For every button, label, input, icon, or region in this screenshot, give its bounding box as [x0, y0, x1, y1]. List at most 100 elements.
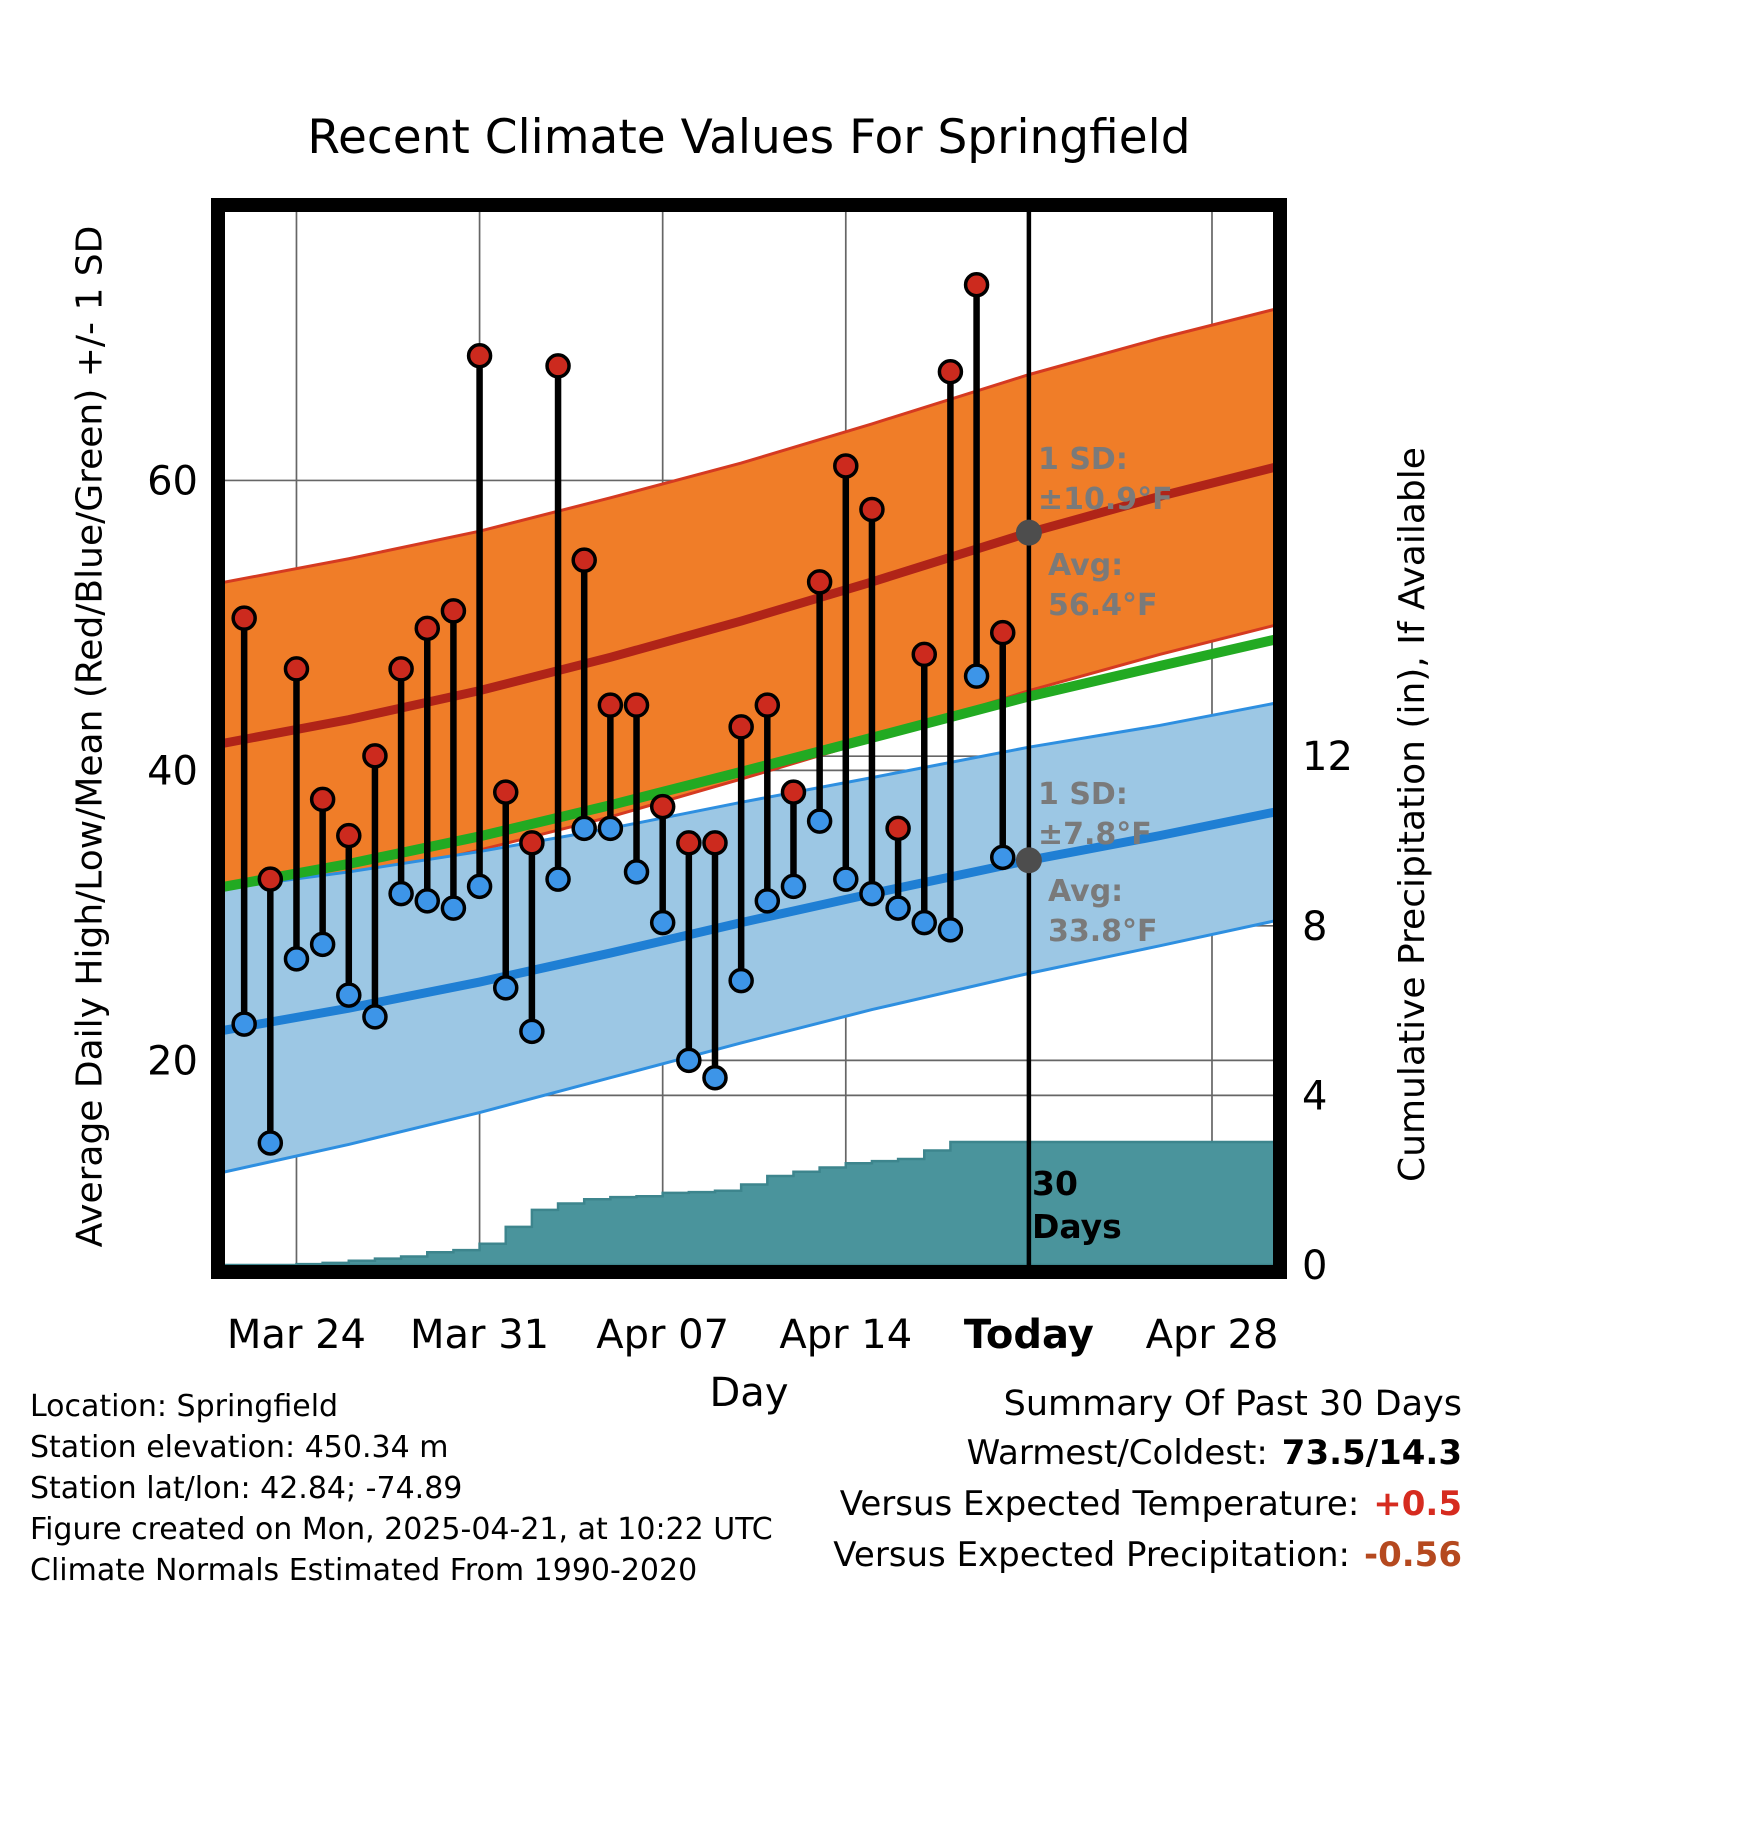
daily-low-dot [728, 967, 754, 994]
y-tick-label-left: 60 [147, 458, 198, 504]
warmest-coldest-label: Warmest/Coldest: [966, 1433, 1268, 1473]
daily-low-dot [571, 815, 597, 842]
daily-high-dot [571, 547, 597, 573]
daily-low-dot [806, 808, 833, 834]
daily-low-dot [676, 1047, 702, 1074]
daily-high-dot [388, 656, 414, 682]
vs-temp-value: +0.5 [1373, 1484, 1462, 1524]
daily-high-dot [989, 619, 1016, 646]
location-line: Location: Springfield [30, 1389, 339, 1424]
daily-high-dot [309, 786, 336, 813]
low-sd-label: 1 SD: [1038, 777, 1128, 812]
avg-low-marker [1015, 847, 1042, 874]
low-sd-value: ±7.8°F [1038, 817, 1152, 852]
summary-heading: Summary Of Past 30 Days [1003, 1384, 1462, 1424]
daily-high-dot [676, 830, 702, 856]
daily-high-dot [911, 641, 938, 668]
daily-high-dot [440, 598, 467, 624]
daily-low-dot [231, 1011, 257, 1037]
window-days-number: 30 [1032, 1164, 1078, 1203]
high-temp-band [218, 307, 1280, 906]
low-temp-band [218, 702, 1280, 1174]
high-avg-value: 56.4°F [1048, 588, 1158, 623]
avg-high-marker [1015, 519, 1042, 546]
low-sd-annotation: 1 SD: ±7.8°F [1038, 775, 1152, 855]
daily-high-dot [362, 743, 388, 769]
daily-high-dot [597, 692, 624, 718]
avg-high-line [218, 461, 1280, 749]
daily-low-dot [859, 880, 885, 907]
precip-area [218, 1140, 1280, 1267]
daily-low-dot [833, 866, 859, 892]
high-sd-value: ±10.9°F [1038, 482, 1173, 517]
low-avg-annotation: Avg: 33.8°F [1048, 872, 1158, 952]
daily-low-dot [519, 1018, 545, 1045]
daily-high-dot [283, 656, 310, 682]
daily-high-dot [728, 714, 754, 740]
daily-high-dot [859, 496, 885, 523]
low-avg-label: Avg: [1048, 874, 1124, 909]
daily-low-dot [336, 982, 362, 1008]
x-tick-label: Apr 07 [596, 1312, 729, 1358]
daily-high-dot [702, 830, 728, 856]
y-axis-label-left: Average Daily High/Low/Mean (Red/Blue/Gr… [69, 225, 111, 1248]
daily-low-dot [937, 917, 964, 943]
window-annotation: 30 Days [1032, 1162, 1122, 1248]
daily-low-dot [885, 895, 911, 921]
daily-temp-stems [240, 284, 1006, 1143]
high-sd-annotation: 1 SD: ±10.9°F [1038, 440, 1173, 520]
daily-high-dot [649, 793, 676, 820]
daily-high-dot [545, 353, 571, 379]
low-avg-value: 33.8°F [1048, 914, 1158, 949]
daily-high-dot [885, 815, 911, 842]
low-band-lower-edge [218, 918, 1280, 1175]
daily-high-dot [414, 615, 441, 642]
high-avg-label: Avg: [1048, 548, 1124, 583]
chart-title: Recent Climate Values For Springfield [307, 110, 1191, 165]
y-tick-label-left: 40 [147, 748, 198, 794]
daily-high-dot [257, 866, 284, 892]
vs-precip-label: Versus Expected Precipitation: [833, 1535, 1350, 1575]
daily-low-dot [545, 866, 571, 892]
daily-high-dot [336, 822, 362, 849]
daily-low-dot [309, 931, 336, 958]
daily-low-dot [623, 859, 650, 885]
vs-temp-label: Versus Expected Temperature: [839, 1484, 1360, 1524]
daily-high-dot [231, 605, 257, 631]
daily-high-dot [466, 343, 493, 369]
y-tick-label-right: 8 [1302, 904, 1327, 950]
y-tick-label-right: 12 [1302, 734, 1353, 780]
vs-precip-value: -0.56 [1364, 1535, 1462, 1575]
normals-line: Climate Normals Estimated From 1990-2020 [30, 1553, 698, 1588]
high-avg-annotation: Avg: 56.4°F [1048, 546, 1158, 626]
x-tick-label: Apr 28 [1146, 1312, 1279, 1358]
created-line: Figure created on Mon, 2025-04-21, at 10… [30, 1512, 773, 1547]
daily-high-dot [519, 830, 545, 856]
daily-high-dot [492, 779, 519, 805]
latlon-line: Station lat/lon: 42.84; -74.89 [30, 1471, 463, 1506]
y-tick-label-right: 4 [1302, 1073, 1327, 1119]
daily-low-dot [466, 873, 493, 900]
high-sd-label: 1 SD: [1038, 442, 1128, 477]
daily-high-dot [754, 692, 781, 718]
daily-high-dot [806, 569, 833, 595]
daily-low-dot [597, 815, 624, 842]
warmest-coldest-row: Warmest/Coldest: 73.5/14.3 [833, 1433, 1462, 1473]
daily-low-dot [283, 946, 310, 972]
x-tick-label: Mar 24 [227, 1312, 366, 1358]
daily-low-dot [702, 1064, 728, 1091]
daily-low-dot [649, 909, 676, 936]
x-tick-label: Today [964, 1312, 1094, 1358]
summary-panel: Summary Of Past 30 Days Warmest/Coldest:… [833, 1384, 1462, 1586]
tick-labels: Mar 24 Mar 31 Apr 07 Apr 14 Today Apr 2820406… [147, 458, 1353, 1358]
daily-high-dot [937, 358, 964, 385]
daily-high-dot [780, 779, 807, 805]
y-tick-label-right: 0 [1302, 1243, 1327, 1289]
daily-low-dot [492, 975, 519, 1001]
plot-area [218, 205, 1280, 1272]
plot-border [211, 198, 1287, 1279]
daily-high-dot [623, 692, 650, 718]
daily-temp-dots [231, 271, 1016, 1156]
daily-low-dot [911, 909, 938, 936]
